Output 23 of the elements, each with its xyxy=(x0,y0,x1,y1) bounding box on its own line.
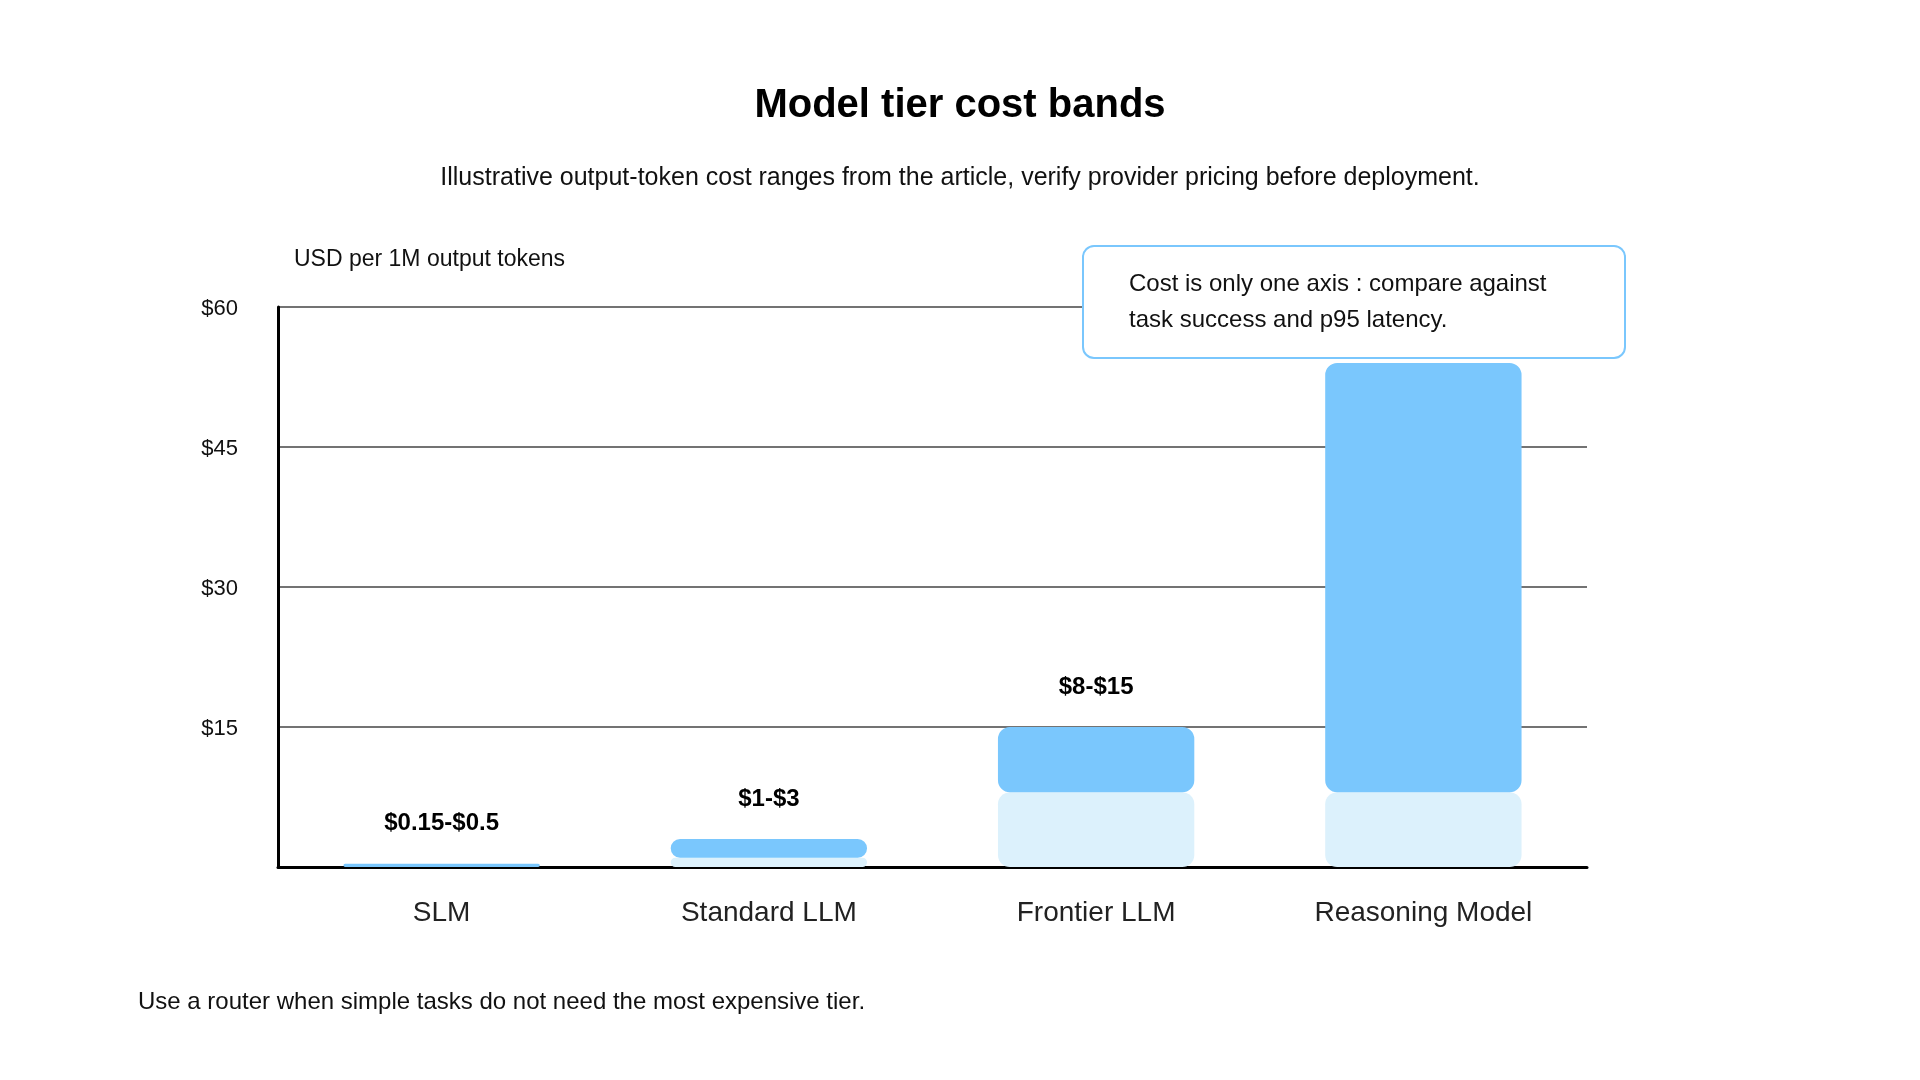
y-tick-label: $30 xyxy=(201,574,238,600)
data-label: $1-$3 xyxy=(738,783,800,811)
bar xyxy=(1325,792,1522,867)
chart-subtitle: Illustrative output-token cost ranges from the article, verify provider pricing before deployment. xyxy=(440,161,1480,190)
bar xyxy=(343,863,540,867)
bar xyxy=(997,792,1195,867)
callout-box: Cost is only one axis : compare against task success and p95 latency. xyxy=(1082,245,1626,359)
y-tick-label: $45 xyxy=(201,434,238,460)
x-tick-label: Reasoning Model xyxy=(1314,895,1533,927)
bar xyxy=(997,727,1195,793)
text: Use a router when simple tasks do not need the most expensive tier. xyxy=(138,986,866,1014)
y-axis-title: USD per 1M output tokens xyxy=(294,244,566,271)
bar xyxy=(1325,363,1522,793)
x-tick-label: Standard LLM xyxy=(680,895,857,927)
data-label: $0.15-$0.5 xyxy=(384,808,500,836)
data-label: $8-$15 xyxy=(1058,671,1134,699)
y-tick-label: $15 xyxy=(201,714,238,740)
bar xyxy=(670,839,868,858)
bar xyxy=(670,857,868,867)
y-tick-label: $60 xyxy=(201,294,238,320)
chart-title: Model tier cost bands xyxy=(754,81,1166,125)
x-tick-label: Frontier LLM xyxy=(1016,895,1176,927)
x-tick-label: SLM xyxy=(412,895,471,927)
